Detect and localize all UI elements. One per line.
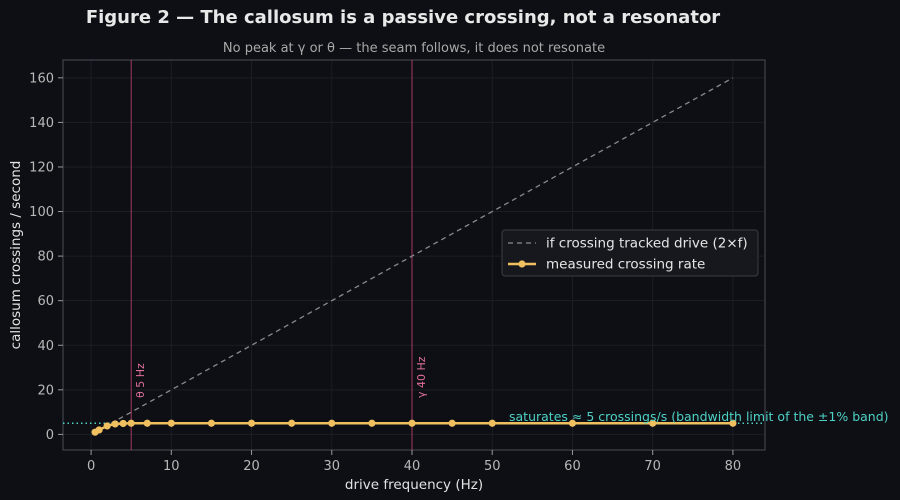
data-point <box>119 419 127 428</box>
y-tick-label: 20 <box>37 383 54 398</box>
x-tick-label: 0 <box>87 459 95 474</box>
legend-marker-measured <box>518 260 526 268</box>
series-line-reference <box>94 77 734 433</box>
data-point <box>488 419 496 427</box>
y-axis-label: callosum crossings / second <box>8 161 24 350</box>
x-tick-label: 50 <box>484 459 501 474</box>
data-point <box>368 419 376 427</box>
saturation-label: saturates ≈ 5 crossings/s (bandwidth lim… <box>509 409 889 424</box>
legend-label-reference: if crossing tracked drive (2×f) <box>546 236 748 252</box>
data-point <box>729 419 737 427</box>
legend-label-measured: measured crossing rate <box>546 257 705 273</box>
data-point <box>143 419 151 427</box>
data-point <box>95 426 103 434</box>
y-tick-label: 120 <box>29 160 54 175</box>
data-point <box>111 420 119 428</box>
x-tick-label: 70 <box>644 459 661 474</box>
reference-vline-label: θ 5 Hz <box>134 363 147 398</box>
legend: if crossing tracked drive (2×f) measured … <box>501 229 759 277</box>
x-tick-label: 60 <box>564 459 581 474</box>
plot-frame <box>62 59 766 451</box>
x-tick-label: 20 <box>243 459 260 474</box>
y-tick-label: 80 <box>37 250 54 265</box>
data-point <box>328 419 336 427</box>
data-point <box>568 419 577 427</box>
data-point <box>103 422 111 430</box>
legend-box <box>501 229 759 277</box>
x-tick-label: 10 <box>163 459 180 474</box>
data-point <box>408 419 416 427</box>
x-tick-label: 40 <box>404 459 421 474</box>
data-point <box>649 419 657 427</box>
reference-vline-label: γ 40 Hz <box>415 356 428 398</box>
x-axis-label: drive frequency (Hz) <box>345 477 483 493</box>
data-point <box>448 419 456 427</box>
y-tick-label: 40 <box>37 339 54 354</box>
y-tick-label: 140 <box>29 116 54 131</box>
y-tick-label: 100 <box>29 205 54 220</box>
data-point <box>127 419 135 427</box>
data-point <box>167 419 175 427</box>
chart-title: Figure 2 — The callosum is a passive cro… <box>86 7 720 28</box>
x-tick-label: 30 <box>323 459 340 474</box>
y-tick-label: 0 <box>46 428 54 443</box>
data-point <box>207 419 216 427</box>
x-tick-label: 80 <box>725 459 742 474</box>
data-point <box>288 419 296 427</box>
y-tick-label: 160 <box>29 71 54 86</box>
y-tick-label: 60 <box>37 294 54 309</box>
data-point <box>247 419 256 427</box>
chart-subtitle: No peak at γ or θ — the seam follows, it… <box>223 41 605 56</box>
